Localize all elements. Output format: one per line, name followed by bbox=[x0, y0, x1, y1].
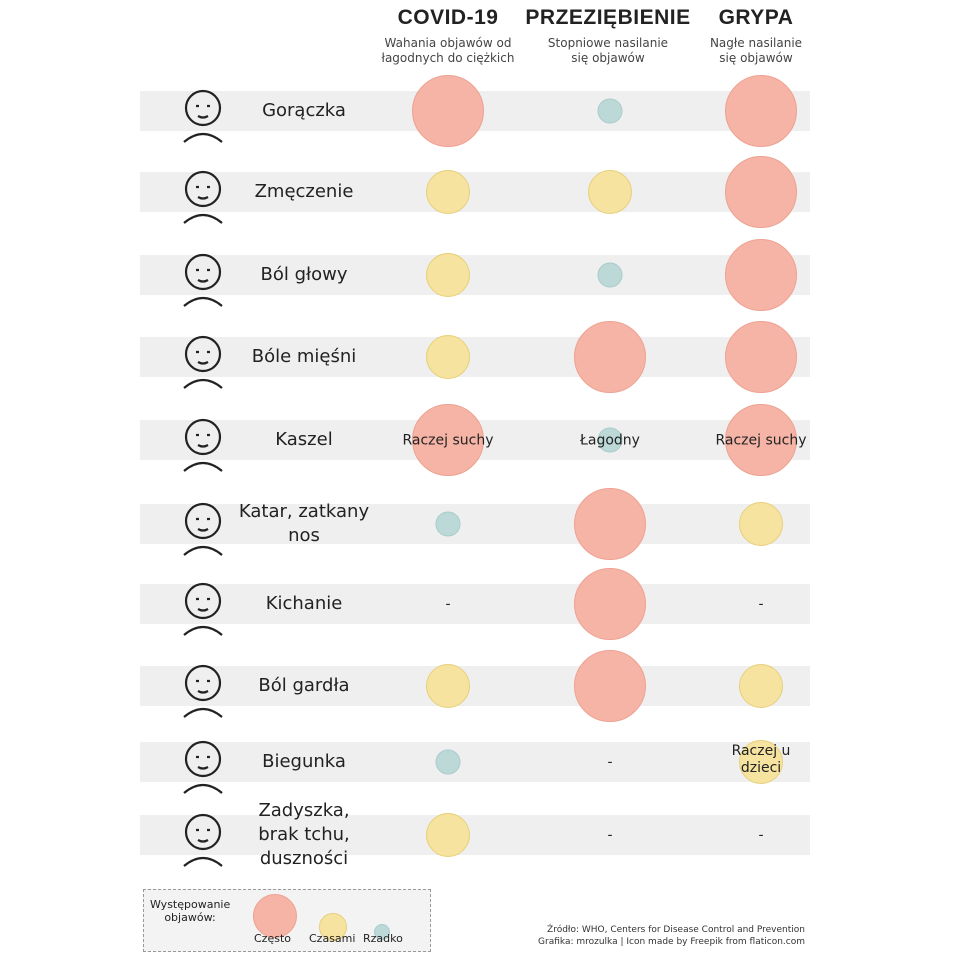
frequency-dot-big bbox=[725, 404, 797, 476]
row-band bbox=[140, 666, 810, 706]
frequency-dot-big bbox=[574, 650, 646, 722]
frequency-dot-small bbox=[435, 511, 461, 537]
source-text: Źródło: WHO, Centers for Disease Control… bbox=[547, 925, 805, 935]
footer: Źródło: WHO, Centers for Disease Control… bbox=[538, 924, 805, 948]
legend-often-dot bbox=[253, 894, 297, 938]
frequency-dot-med bbox=[426, 253, 470, 297]
cell-note: - bbox=[758, 827, 764, 844]
muscle-pain-torso-icon bbox=[170, 324, 236, 390]
symptom-label: Zmęczenie bbox=[254, 181, 354, 202]
symptom-row: Kichanie - - bbox=[0, 564, 960, 644]
frequency-dot-med bbox=[739, 664, 783, 708]
cell-note: Łagodny bbox=[580, 432, 640, 449]
legend-rarely-label: Rzadko bbox=[363, 932, 403, 945]
symptom-label: Bóle mięśni bbox=[251, 346, 357, 367]
row-band bbox=[140, 172, 810, 212]
row-band bbox=[140, 584, 810, 624]
column-title: PRZEZIĘBIENIE bbox=[525, 6, 691, 29]
frequency-dot-big bbox=[574, 488, 646, 560]
symptom-row: Zadyszka, brak tchu, duszności - - bbox=[0, 795, 960, 875]
column-header-cold: PRZEZIĘBIENIE Stopniowe nasilanie się ob… bbox=[518, 6, 698, 66]
frequency-dot-med bbox=[426, 170, 470, 214]
frequency-dot-med bbox=[426, 664, 470, 708]
symptom-label: Gorączka bbox=[262, 100, 346, 121]
frequency-dot-med bbox=[426, 813, 470, 857]
frequency-dot-big bbox=[725, 321, 797, 393]
cell-note: Raczej suchy bbox=[715, 432, 807, 449]
legend: Występowanie objawów: Często Czasami Rza… bbox=[143, 889, 431, 952]
symptom-row: Kaszel Raczej suchy Łagodny Raczej suchy bbox=[0, 400, 960, 480]
cell-note: - bbox=[758, 596, 764, 613]
symptom-label: Katar, zatkany nos bbox=[238, 501, 370, 546]
column-title: COVID-19 bbox=[397, 6, 499, 29]
runny-nose-icon bbox=[170, 491, 236, 557]
cell-note: - bbox=[607, 827, 613, 844]
symptom-row: Bóle mięśni bbox=[0, 317, 960, 397]
cell-note: Raczej suchy bbox=[402, 432, 494, 449]
frequency-dot-med bbox=[588, 170, 632, 214]
sore-throat-face-icon bbox=[170, 653, 236, 719]
row-band bbox=[140, 815, 810, 855]
legend-sometimes-dot bbox=[319, 913, 347, 941]
legend-often-label: Często bbox=[254, 932, 291, 945]
symptom-row: Gorączka bbox=[0, 71, 960, 151]
column-header-flu: GRYPA Nagłe nasilanie się objawów bbox=[666, 6, 846, 66]
frequency-dot-small bbox=[597, 98, 623, 124]
row-band bbox=[140, 255, 810, 295]
lungs-icon bbox=[170, 802, 236, 868]
frequency-dot-med bbox=[426, 335, 470, 379]
cell-note: - bbox=[445, 596, 451, 613]
fever-thermometer-icon bbox=[170, 78, 236, 144]
symptom-row: Ból gardła bbox=[0, 646, 960, 726]
symptom-row: Katar, zatkany nos bbox=[0, 484, 960, 564]
legend-rarely-dot bbox=[374, 924, 390, 940]
cell-note: - bbox=[607, 754, 613, 771]
frequency-dot-small bbox=[597, 262, 623, 288]
legend-title: Występowanie objawów: bbox=[150, 898, 231, 924]
frequency-dot-big bbox=[725, 239, 797, 311]
column-subtitle: Stopniowe nasilanie się objawów bbox=[547, 36, 669, 65]
symptom-row: Biegunka - Raczej u dzieci bbox=[0, 722, 960, 802]
column-subtitle: Nagłe nasilanie się objawów bbox=[709, 36, 803, 65]
frequency-dot-big bbox=[725, 156, 797, 228]
symptom-label: Ból gardła bbox=[258, 675, 350, 696]
column-header-covid: COVID-19 Wahania objawów od łagodnych do… bbox=[358, 6, 538, 66]
cell-note: Raczej u dzieci bbox=[731, 743, 791, 776]
column-title: GRYPA bbox=[718, 6, 794, 29]
symptom-row: Zmęczenie bbox=[0, 152, 960, 232]
frequency-dot-big bbox=[412, 404, 484, 476]
legend-sometimes-label: Czasami bbox=[309, 932, 356, 945]
symptom-row: Ból głowy bbox=[0, 235, 960, 315]
symptom-label: Kichanie bbox=[265, 593, 343, 614]
frequency-dot-big bbox=[574, 568, 646, 640]
frequency-dot-big bbox=[725, 75, 797, 147]
headache-face-icon bbox=[170, 242, 236, 308]
frequency-dot-big bbox=[412, 75, 484, 147]
intestines-icon bbox=[170, 729, 236, 795]
row-band bbox=[140, 337, 810, 377]
bed-icon bbox=[170, 159, 236, 225]
row-band bbox=[140, 742, 810, 782]
row-band bbox=[140, 504, 810, 544]
frequency-dot-big bbox=[574, 321, 646, 393]
symptom-label: Biegunka bbox=[262, 751, 346, 772]
frequency-dot-med bbox=[739, 502, 783, 546]
frequency-dot-med bbox=[739, 740, 783, 784]
symptom-label: Ból głowy bbox=[260, 264, 348, 285]
cough-face-icon bbox=[170, 407, 236, 473]
column-subtitle: Wahania objawów od łagodnych do ciężkich bbox=[381, 36, 515, 65]
frequency-dot-small bbox=[435, 749, 461, 775]
symptom-label: Zadyszka, brak tchu, duszności bbox=[258, 800, 350, 869]
symptom-label: Kaszel bbox=[275, 429, 333, 450]
frequency-dot-small bbox=[597, 427, 623, 453]
credit-text: Grafika: mrozulka | Icon made by Freepik… bbox=[538, 937, 805, 947]
sneeze-face-icon bbox=[170, 571, 236, 637]
